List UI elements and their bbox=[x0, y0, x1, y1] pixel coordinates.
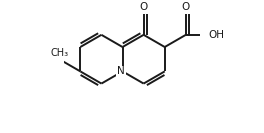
Text: O: O bbox=[139, 3, 148, 13]
Text: CH₃: CH₃ bbox=[50, 48, 68, 58]
Text: N: N bbox=[117, 66, 125, 76]
Text: OH: OH bbox=[208, 30, 224, 40]
Text: O: O bbox=[182, 3, 190, 13]
